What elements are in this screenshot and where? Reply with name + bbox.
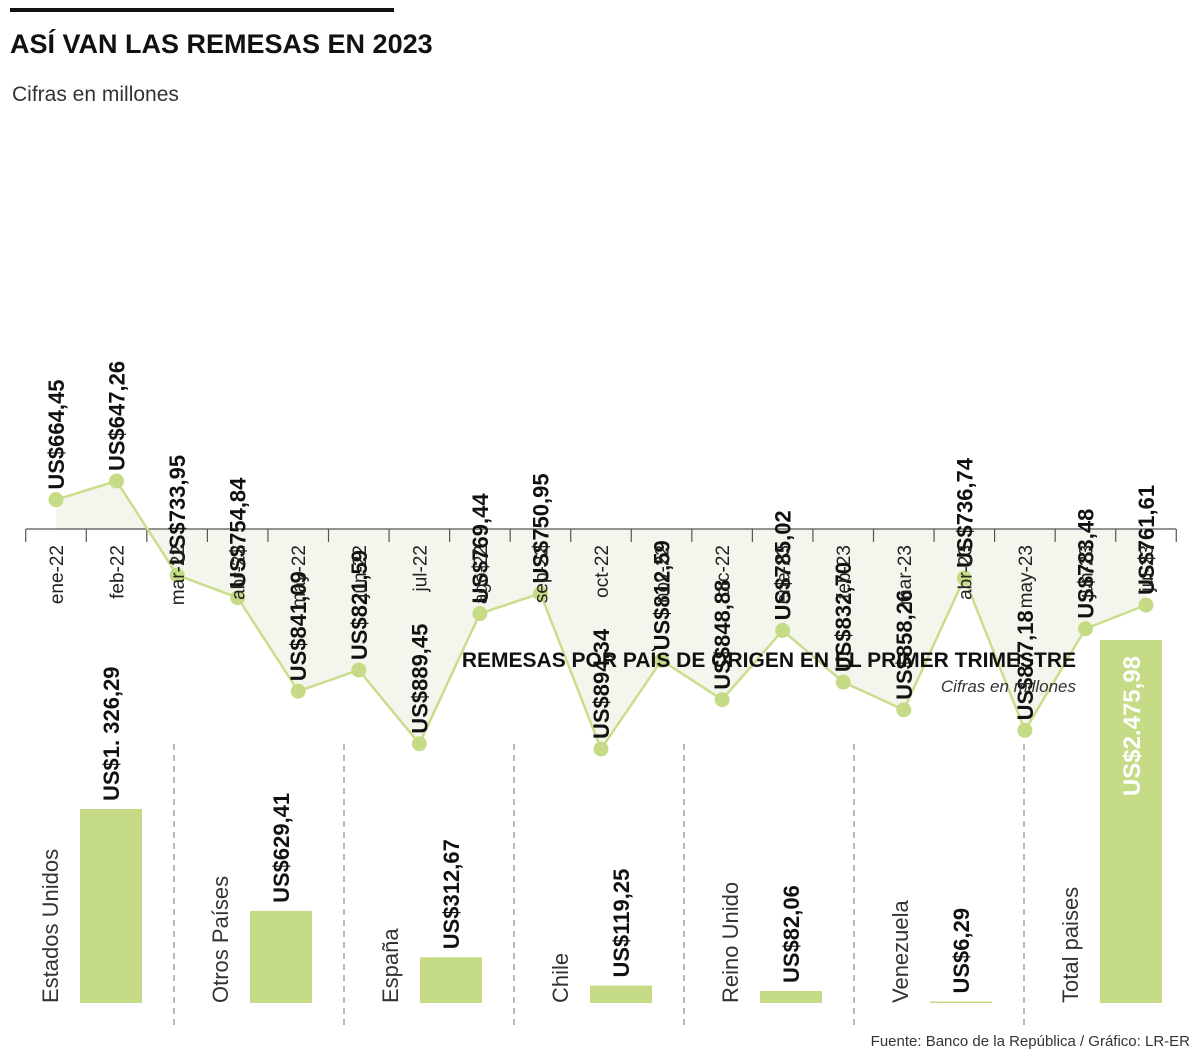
x-tick-label: feb-23 — [834, 545, 855, 599]
x-tick-label: may-23 — [1016, 545, 1037, 608]
area-fill — [56, 481, 1146, 749]
data-point — [48, 492, 64, 508]
line-labels-layer: US$664,45 US$647,26 US$733,95 US$754,84 US$8… — [44, 361, 1159, 739]
bar — [80, 809, 142, 1003]
x-tick-labels: ene-22 feb-22 mar-22 abr-22 may-22 jun-22 jul-… — [47, 545, 1158, 608]
data-label: US$664,45 — [44, 380, 69, 490]
bar-value-label: US$629,41 — [269, 793, 294, 903]
data-label: US$889,45 — [407, 624, 432, 734]
data-label: US$821,59 — [347, 550, 372, 660]
data-point — [956, 570, 972, 586]
bar-category-label: Chile — [548, 953, 573, 1003]
line-series-layer — [48, 473, 1154, 757]
bar-value-label: US$6,29 — [949, 908, 974, 994]
bar-value-label: US$2.475,98 — [1119, 656, 1146, 796]
bar-category-label: Otros Países — [208, 876, 233, 1003]
bar-chart-layer: Estados Unidos US$1. 326,29 Otros Países US… — [38, 640, 1162, 1025]
x-tick-label: jul-23 — [1137, 545, 1158, 592]
data-label: US$647,26 — [105, 361, 130, 471]
bar-category-label: Estados Unidos — [38, 849, 63, 1003]
data-point — [351, 662, 367, 678]
source-note: Fuente: Banco de la República / Gráfico:… — [871, 1033, 1190, 1050]
data-label: US$750,95 — [528, 473, 553, 583]
bar — [420, 957, 482, 1003]
data-label: US$769,44 — [468, 493, 493, 604]
bar-category-label: Reino Unido — [718, 882, 743, 1003]
data-point — [1017, 722, 1033, 738]
bar-chart-title: REMESAS POR PAÍS DE ORIGEN EN EL PRIMER … — [462, 649, 1076, 672]
x-tick-label: jun-22 — [350, 545, 371, 599]
data-point — [472, 606, 488, 622]
data-label: US$877,18 — [1013, 610, 1038, 720]
data-point — [1138, 597, 1154, 613]
bar-value-label: US$312,67 — [439, 839, 464, 949]
data-point — [230, 590, 246, 606]
data-label: US$841,09 — [286, 571, 311, 681]
bar-category-label: España — [378, 928, 403, 1003]
data-label: US$733,95 — [165, 455, 190, 565]
data-point — [896, 702, 912, 718]
x-tick-label: ene-23 — [774, 545, 795, 604]
x-tick-label: abr-22 — [229, 545, 250, 600]
data-point — [775, 622, 791, 638]
data-point — [1077, 621, 1093, 637]
line-area-layer — [56, 481, 1146, 749]
x-tick-label: ene-22 — [47, 545, 68, 604]
bar-value-label: US$1. 326,29 — [99, 666, 124, 801]
data-point — [532, 585, 548, 601]
bar — [250, 910, 312, 1003]
data-label: US$761,61 — [1134, 485, 1159, 595]
data-label: US$812,59 — [650, 540, 675, 650]
data-label: US$894,34 — [589, 628, 614, 739]
data-label: US$783,48 — [1073, 509, 1098, 619]
x-axis — [25, 528, 1177, 542]
data-point — [290, 683, 306, 699]
x-tick-label: abr-23 — [955, 545, 976, 600]
x-tick-label: ago-22 — [471, 545, 492, 604]
x-tick-label: may-22 — [289, 545, 310, 608]
data-point — [835, 674, 851, 690]
data-point — [169, 567, 185, 583]
data-label: US$848,88 — [710, 580, 735, 690]
x-tick-label: mar-22 — [168, 545, 189, 605]
chart-subtitle: Cifras en millones — [12, 83, 179, 106]
data-point — [109, 473, 125, 489]
bar — [760, 990, 822, 1003]
data-label: US$754,84 — [226, 477, 251, 588]
chart-title: ASÍ VAN LAS REMESAS EN 2023 — [10, 28, 433, 59]
data-label: US$736,74 — [952, 457, 977, 568]
data-label: US$858,26 — [892, 590, 917, 700]
x-tick-label: nov-22 — [653, 545, 674, 603]
data-point — [593, 741, 609, 757]
x-tick-label: feb-22 — [108, 545, 129, 599]
bar-category-label: Venezuela — [888, 899, 913, 1003]
bar-value-label: US$82,06 — [779, 885, 804, 983]
bar — [930, 1001, 992, 1003]
title-rule — [10, 8, 394, 12]
x-tick-label: jul-22 — [410, 545, 431, 592]
bar-category-label: Total paises — [1058, 887, 1083, 1003]
data-point — [411, 736, 427, 752]
data-point — [714, 692, 730, 708]
x-tick-label: dic-22 — [713, 545, 734, 597]
bar — [590, 985, 652, 1003]
x-tick-label: oct-22 — [592, 545, 613, 598]
data-label: US$832,70 — [831, 562, 856, 672]
x-tick-label: sep-22 — [531, 545, 552, 603]
x-tick-label: jun-23 — [1076, 545, 1097, 599]
bar-value-label: US$119,25 — [609, 869, 634, 978]
bar-chart-subtitle: Cifras en millones — [941, 677, 1077, 696]
bar — [1100, 640, 1162, 1003]
data-label: US$785,02 — [771, 510, 796, 620]
data-point — [654, 652, 670, 668]
x-tick-label: mar-23 — [895, 545, 916, 605]
